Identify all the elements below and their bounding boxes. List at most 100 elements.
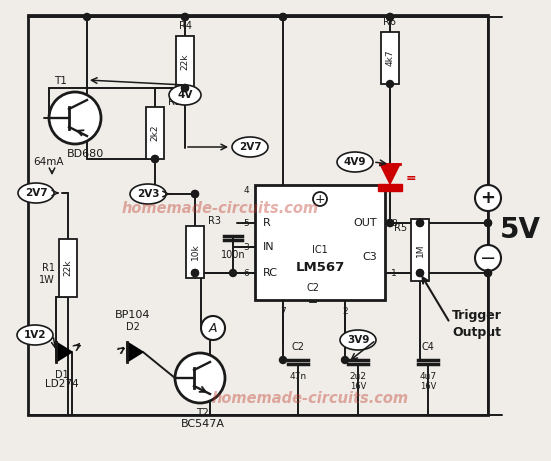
Text: 5V: 5V [500, 216, 541, 244]
Text: 22k: 22k [181, 54, 190, 70]
Text: LM567: LM567 [295, 260, 344, 273]
Text: 1W: 1W [39, 275, 55, 285]
Text: R5: R5 [394, 223, 407, 233]
Text: 4k7: 4k7 [386, 50, 395, 66]
Ellipse shape [130, 184, 166, 204]
Ellipse shape [17, 325, 53, 345]
Ellipse shape [169, 85, 201, 105]
Circle shape [475, 245, 501, 271]
Text: RC: RC [263, 268, 278, 278]
Bar [59, 239, 77, 297]
Circle shape [342, 356, 348, 364]
Text: 4: 4 [244, 185, 249, 195]
Circle shape [484, 270, 491, 277]
Circle shape [279, 13, 287, 20]
Text: C3: C3 [362, 252, 377, 262]
Text: D2: D2 [126, 322, 140, 332]
Text: Output: Output [452, 325, 501, 338]
Text: +: + [480, 189, 495, 207]
Text: 1V2: 1V2 [24, 330, 46, 340]
Circle shape [279, 356, 287, 364]
Text: OUT: OUT [353, 218, 377, 228]
Text: IN: IN [263, 242, 274, 252]
Text: 10k: 10k [191, 243, 199, 260]
Text: BD680: BD680 [66, 149, 104, 159]
Text: 7: 7 [280, 307, 286, 316]
Text: C3: C3 [352, 342, 364, 352]
Polygon shape [127, 342, 143, 362]
Text: 2: 2 [342, 307, 348, 316]
Ellipse shape [340, 330, 376, 350]
Circle shape [201, 316, 225, 340]
Ellipse shape [18, 183, 54, 203]
Text: T2: T2 [197, 408, 209, 418]
Text: R: R [263, 218, 271, 228]
Circle shape [152, 155, 159, 162]
Circle shape [484, 270, 491, 277]
Polygon shape [380, 164, 400, 184]
Circle shape [192, 270, 198, 277]
Text: 2V3: 2V3 [137, 189, 159, 199]
Text: IC1: IC1 [312, 245, 328, 255]
Circle shape [181, 13, 188, 20]
Circle shape [417, 270, 424, 277]
Text: T1: T1 [55, 76, 67, 86]
Circle shape [484, 219, 491, 226]
Circle shape [175, 353, 225, 403]
Circle shape [417, 219, 424, 226]
Circle shape [484, 219, 491, 226]
Text: 3V9: 3V9 [347, 335, 369, 345]
Text: C2: C2 [306, 283, 320, 293]
Text: A: A [209, 321, 217, 335]
Text: 5: 5 [243, 219, 249, 227]
Text: 6: 6 [243, 268, 249, 278]
Text: 100n: 100n [221, 250, 245, 260]
Text: homemade-circuits.com: homemade-circuits.com [121, 201, 318, 215]
Text: R4: R4 [179, 21, 192, 31]
Circle shape [84, 13, 90, 20]
Circle shape [386, 13, 393, 20]
Text: homemade-circuits.com: homemade-circuits.com [212, 390, 408, 406]
Text: 2u2: 2u2 [349, 372, 366, 381]
Text: C2: C2 [291, 342, 305, 352]
Circle shape [386, 81, 393, 88]
Polygon shape [56, 342, 72, 362]
Text: 8: 8 [391, 219, 397, 227]
Bar [381, 32, 399, 84]
Text: 1M: 1M [415, 243, 424, 257]
Circle shape [475, 185, 501, 211]
Circle shape [192, 190, 198, 197]
Text: 16V: 16V [350, 382, 366, 391]
Circle shape [279, 13, 287, 20]
Bar [28, 15, 488, 415]
Text: R6: R6 [383, 17, 397, 27]
Circle shape [152, 155, 159, 162]
Text: 4V9: 4V9 [344, 157, 366, 167]
Bar [146, 107, 164, 159]
Text: LD274: LD274 [45, 379, 79, 389]
Circle shape [313, 192, 327, 206]
Circle shape [192, 190, 198, 197]
Text: R1: R1 [42, 263, 55, 273]
Text: BC547A: BC547A [181, 419, 225, 429]
Text: C4: C4 [422, 342, 434, 352]
Text: +: + [315, 193, 325, 206]
Circle shape [49, 92, 101, 144]
Circle shape [386, 13, 393, 20]
Bar [378, 184, 402, 191]
Circle shape [181, 84, 188, 91]
Text: =: = [406, 171, 417, 184]
Text: 22k: 22k [63, 260, 73, 276]
Circle shape [192, 270, 198, 277]
Ellipse shape [232, 137, 268, 157]
Bar [176, 36, 194, 88]
Text: 4u7: 4u7 [419, 372, 436, 381]
Text: R2: R2 [168, 97, 181, 107]
Text: BP104: BP104 [115, 310, 151, 320]
Bar [255, 185, 385, 300]
Text: 4V: 4V [177, 90, 193, 100]
Text: D1: D1 [55, 370, 69, 380]
Circle shape [417, 270, 424, 277]
Circle shape [181, 84, 188, 91]
Text: 2k2: 2k2 [150, 125, 159, 141]
